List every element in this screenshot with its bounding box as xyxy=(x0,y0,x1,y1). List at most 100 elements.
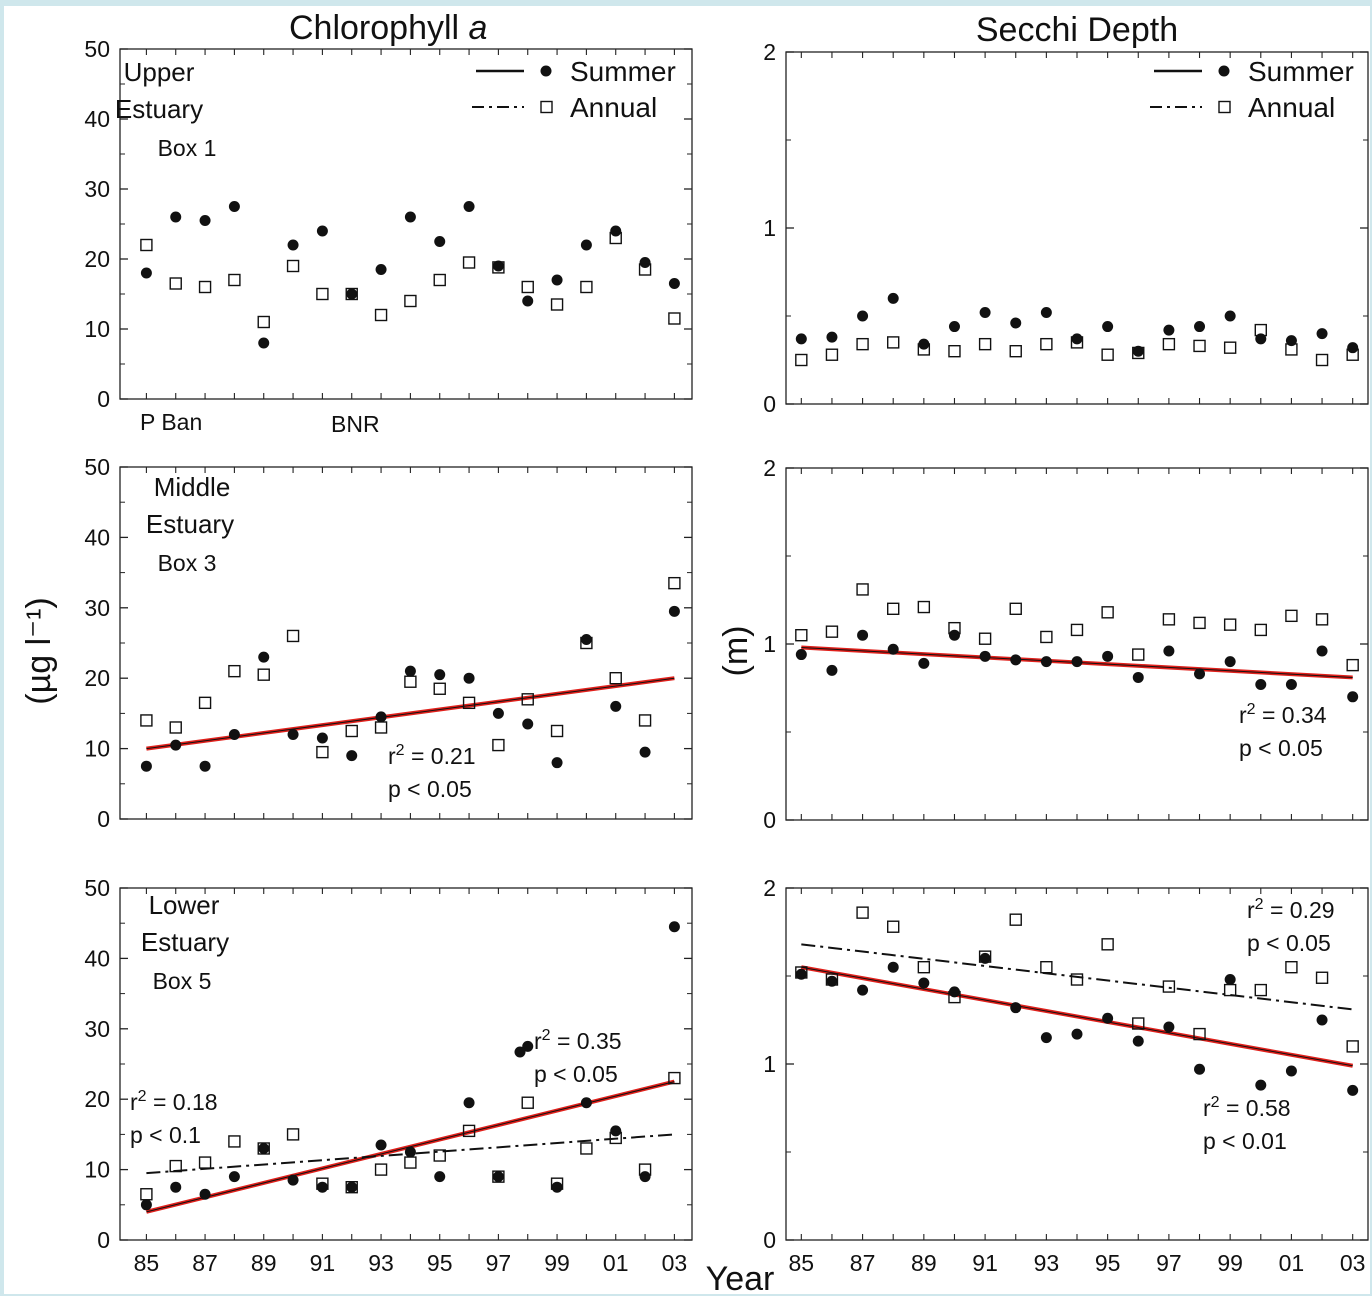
summer-point xyxy=(1010,1002,1022,1014)
annual-fit-line xyxy=(801,943,1353,1011)
y-tick-label: 20 xyxy=(84,665,110,691)
annual-point xyxy=(1070,623,1084,637)
summer-point xyxy=(857,629,869,641)
summer-point xyxy=(228,201,240,212)
annual-point xyxy=(345,287,358,301)
annual-point xyxy=(1070,336,1084,349)
legend-annual-marker xyxy=(540,100,553,114)
summer-point xyxy=(610,225,622,237)
annual-point xyxy=(462,256,476,269)
secchi-middle-frame xyxy=(785,467,1369,821)
annual-point xyxy=(609,672,622,685)
summer-point xyxy=(170,1181,182,1193)
summer-point xyxy=(639,1171,651,1183)
summer-point xyxy=(1040,1032,1052,1044)
summer-point xyxy=(228,1171,240,1183)
annual-point xyxy=(1040,630,1053,644)
x-tick-label: 85 xyxy=(789,1250,815,1276)
legend-annual-marker xyxy=(1218,100,1231,114)
chlorophyll-title: Chlorophyll a xyxy=(289,9,487,47)
annual-point xyxy=(404,294,417,308)
legend-summer-label: Summer xyxy=(570,56,676,87)
summer-point xyxy=(610,700,622,712)
annual-point xyxy=(917,600,931,614)
summer-point xyxy=(404,211,416,223)
summer-point xyxy=(492,707,504,719)
annual-point xyxy=(887,336,900,349)
chlorophyll-ylabel: (µg l⁻¹) xyxy=(20,597,58,704)
annual-point xyxy=(316,1177,329,1190)
region-label: Lower xyxy=(149,890,220,920)
r-squared-label: r2 = 0.18 xyxy=(130,1088,218,1115)
y-tick-label: 0 xyxy=(97,386,110,412)
summer-point xyxy=(668,278,680,289)
p-value-label: p < 0.05 xyxy=(1247,930,1331,956)
summer-point xyxy=(375,711,387,723)
y-tick-label: 30 xyxy=(84,176,110,202)
r-squared-label: r2 = 0.29 xyxy=(1247,896,1335,923)
y-tick-label: 10 xyxy=(84,316,110,342)
summer-point xyxy=(140,1199,152,1211)
secchi-ylabel: (m) xyxy=(717,626,755,677)
annual-point xyxy=(345,724,358,738)
summer-point xyxy=(199,760,211,772)
annual-point xyxy=(550,1177,564,1190)
y-tick-label: 20 xyxy=(84,246,110,272)
summer-point xyxy=(918,977,930,989)
annual-point xyxy=(433,682,446,695)
y-tick-label: 50 xyxy=(84,454,110,480)
x-tick-label: 97 xyxy=(1156,1250,1182,1276)
secchi-middle-panel: 0 1 2 r2 = 0.34 p < 0.05 xyxy=(763,455,1369,833)
summer-point xyxy=(1316,645,1328,657)
annual-point xyxy=(580,636,593,650)
summer-point xyxy=(668,605,680,617)
y-tick-label: 30 xyxy=(84,595,110,621)
annual-point xyxy=(1346,348,1359,361)
summer-point xyxy=(948,321,960,333)
annual-point xyxy=(580,1142,593,1155)
summer-point xyxy=(1040,306,1052,318)
summer-point xyxy=(551,757,563,769)
summer-point xyxy=(346,1181,358,1193)
x-tick-label: 87 xyxy=(192,1250,218,1276)
legend-summer-marker xyxy=(514,1046,526,1058)
x-tick-label: 93 xyxy=(368,1250,394,1276)
annual-point xyxy=(374,721,388,734)
summer-point xyxy=(1163,324,1175,336)
annual-point xyxy=(668,312,681,325)
annual-point xyxy=(795,629,808,642)
annual-point xyxy=(917,961,931,974)
annual-point xyxy=(1315,613,1329,626)
summer-point xyxy=(1255,1079,1267,1091)
summer-point xyxy=(1316,328,1328,340)
annual-point xyxy=(404,675,417,688)
summer-point xyxy=(404,1146,416,1158)
x-tick-label: 89 xyxy=(251,1250,277,1276)
annual-point xyxy=(825,973,839,986)
annual-point xyxy=(668,1071,681,1085)
annual-point xyxy=(856,583,869,596)
annual-point xyxy=(1101,938,1114,951)
annual-point xyxy=(668,576,681,590)
summer-point xyxy=(918,657,930,669)
secchi-upper-panel: 0 1 2 Summer Annual xyxy=(763,39,1369,417)
annual-point xyxy=(316,745,329,759)
p-value-label: p < 0.01 xyxy=(1203,1128,1287,1154)
summer-point xyxy=(979,952,991,964)
summer-point xyxy=(1224,310,1236,322)
y-tick-label: 0 xyxy=(97,806,110,832)
annual-point xyxy=(521,693,534,706)
summer-point xyxy=(287,239,299,251)
summer-point xyxy=(1010,317,1022,329)
annual-point xyxy=(140,238,153,252)
y-tick-label: 30 xyxy=(84,1016,110,1042)
y-tick-label: 10 xyxy=(84,1157,110,1183)
annual-point xyxy=(1315,353,1329,367)
summer-point xyxy=(316,225,328,237)
annual-point xyxy=(1254,983,1267,997)
legend: Summer Annual xyxy=(1150,56,1354,123)
y-tick-label: 20 xyxy=(84,1086,110,1112)
y-tick-label: 2 xyxy=(763,875,776,901)
summer-point xyxy=(140,760,152,772)
annual-point xyxy=(638,714,652,727)
